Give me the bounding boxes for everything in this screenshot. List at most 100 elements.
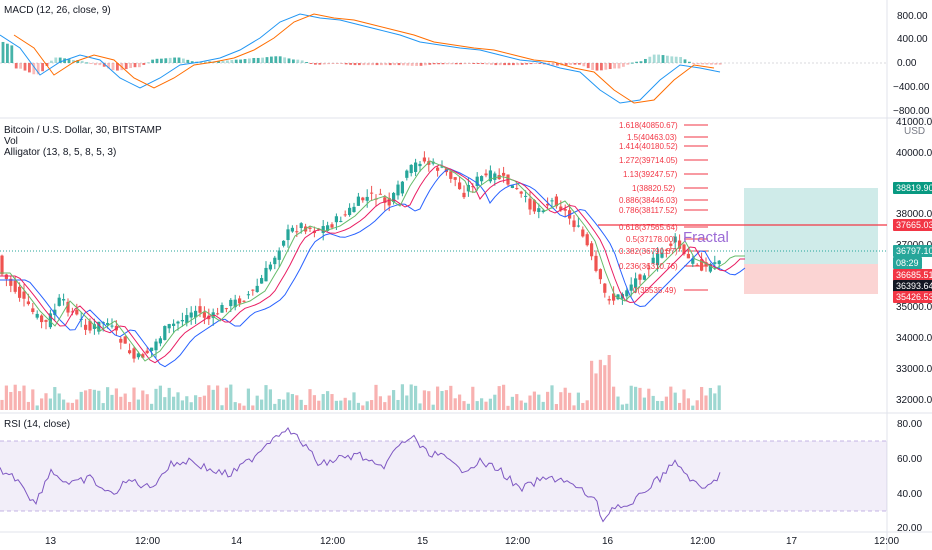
candle-body bbox=[286, 229, 290, 241]
volume-bar bbox=[9, 391, 13, 410]
macd-histogram-bar bbox=[19, 63, 22, 69]
candle-body bbox=[647, 268, 651, 270]
candle-body bbox=[150, 347, 154, 352]
macd-histogram-bar bbox=[50, 60, 53, 63]
macd-histogram-bar bbox=[415, 63, 418, 66]
candle-body bbox=[299, 223, 303, 228]
macd-histogram-bar bbox=[80, 60, 84, 63]
volume-bar bbox=[75, 399, 79, 410]
macd-histogram-bar bbox=[173, 57, 176, 63]
volume-bar bbox=[260, 399, 264, 410]
fib-label: 0.236(36310.76) bbox=[619, 262, 678, 271]
candle-body bbox=[238, 298, 242, 304]
candle-body bbox=[348, 207, 352, 216]
macd-histogram-bar bbox=[10, 45, 14, 63]
macd-histogram-bar bbox=[578, 63, 581, 65]
last-price-tag: 36393.64 bbox=[893, 280, 932, 292]
macd-histogram-bar bbox=[366, 63, 370, 66]
volume-bar bbox=[189, 402, 193, 410]
volume-bar bbox=[132, 387, 136, 410]
volume-bar bbox=[484, 401, 488, 410]
volume-bar bbox=[576, 392, 580, 410]
macd-histogram-bar bbox=[424, 63, 427, 66]
macd-histogram-bar bbox=[595, 63, 599, 71]
candle-body bbox=[40, 315, 44, 323]
candle-body bbox=[290, 227, 294, 232]
time-axis-label: 15 bbox=[417, 536, 429, 547]
candle-body bbox=[563, 208, 567, 211]
macd-histogram-bar bbox=[705, 63, 709, 65]
candle-body bbox=[634, 278, 638, 288]
volume-bar bbox=[695, 400, 699, 410]
macd-histogram-bar bbox=[270, 56, 273, 63]
volume-bar bbox=[317, 400, 321, 410]
candle-body bbox=[251, 289, 255, 291]
volume-bar bbox=[537, 394, 541, 410]
macd-histogram-bar bbox=[683, 59, 687, 63]
macd-histogram-bar bbox=[151, 59, 154, 63]
macd-histogram-bar bbox=[146, 62, 150, 64]
macd-histogram-bar bbox=[507, 63, 511, 66]
candle-body bbox=[268, 264, 272, 270]
time-axis-label: 12:00 bbox=[690, 536, 716, 547]
macd-histogram-bar bbox=[490, 63, 493, 65]
volume-bar bbox=[22, 385, 26, 410]
macd-histogram-bar bbox=[556, 63, 559, 66]
macd-histogram-bar bbox=[701, 63, 704, 65]
candle-body bbox=[233, 299, 237, 308]
volume-bar bbox=[299, 399, 303, 410]
candle-body bbox=[176, 321, 180, 324]
candle-body bbox=[550, 200, 554, 202]
volume-bar bbox=[466, 403, 470, 410]
volume-bar bbox=[568, 392, 572, 410]
volume-bar bbox=[26, 401, 30, 410]
volume-bar bbox=[62, 399, 66, 410]
volume-bar bbox=[92, 389, 96, 410]
volume-bar bbox=[4, 385, 8, 410]
macd-histogram-bar bbox=[534, 63, 537, 64]
candle-body bbox=[106, 323, 110, 325]
candle-body bbox=[246, 294, 250, 296]
macd-histogram-bar bbox=[472, 63, 476, 64]
candle-body bbox=[673, 236, 677, 243]
candle-body bbox=[409, 164, 413, 174]
macd-histogram-bar bbox=[230, 59, 234, 63]
macd-histogram-bar bbox=[652, 54, 656, 63]
macd-histogram-bar bbox=[234, 59, 238, 63]
macd-histogram-bar bbox=[344, 63, 348, 65]
volume-bar bbox=[414, 385, 418, 410]
macd-histogram-bar bbox=[622, 63, 625, 67]
macd-histogram-bar bbox=[45, 63, 49, 66]
volume-bar bbox=[634, 386, 638, 410]
macd-histogram-bar bbox=[327, 63, 330, 65]
candle-body bbox=[717, 260, 721, 265]
macd-histogram-bar bbox=[94, 63, 97, 66]
candle-body bbox=[48, 313, 52, 328]
candle-body bbox=[708, 264, 712, 272]
candle-body bbox=[277, 250, 281, 260]
candle-body bbox=[26, 301, 30, 305]
volume-bar bbox=[510, 396, 514, 410]
macd-axis-label: 800.00 bbox=[897, 11, 928, 22]
volume-bar bbox=[53, 387, 57, 410]
volume-bar bbox=[321, 394, 325, 410]
macd-histogram-bar bbox=[142, 63, 146, 65]
macd-histogram-bar bbox=[454, 63, 458, 65]
volume-bar bbox=[365, 401, 369, 410]
volume-bar bbox=[356, 402, 360, 410]
macd-histogram-bar bbox=[155, 58, 159, 63]
candle-body bbox=[220, 305, 224, 313]
volume-bar bbox=[312, 395, 316, 410]
fractal-annotation[interactable]: Fractal bbox=[683, 229, 729, 246]
candle-body bbox=[13, 280, 17, 292]
macd-histogram-bar bbox=[538, 63, 542, 64]
volume-bar bbox=[119, 396, 123, 410]
fib-label: 1.618(40850.67) bbox=[619, 121, 678, 130]
macd-histogram-bar bbox=[608, 63, 612, 70]
macd-histogram-bar bbox=[692, 63, 696, 65]
volume-bar bbox=[330, 394, 334, 410]
target-price-tag: 38819.90 bbox=[893, 182, 932, 194]
macd-histogram-bar bbox=[494, 63, 498, 66]
macd-histogram-bar bbox=[696, 63, 700, 65]
